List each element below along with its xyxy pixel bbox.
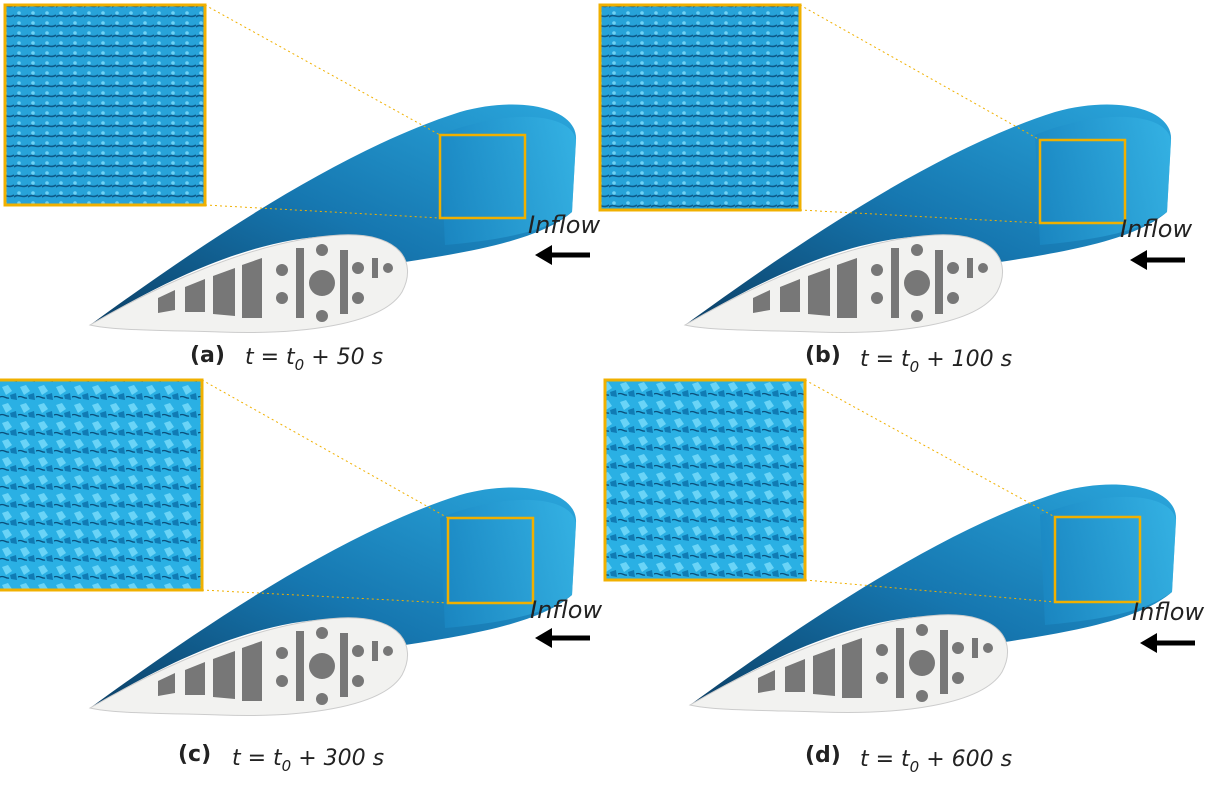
caption-sub: 0 <box>910 758 920 776</box>
panel-c: Inflow (c) t = t0 + 300 s <box>0 380 602 775</box>
caption-text: + 600 s <box>919 747 1012 772</box>
caption: t = t0 + 50 s <box>245 345 383 374</box>
caption-sub: 0 <box>295 356 305 374</box>
caption-sub: 0 <box>282 757 292 775</box>
caption-sub: 0 <box>910 358 920 376</box>
inset <box>600 5 800 210</box>
inflow-arrow <box>535 245 590 265</box>
page: Inflow (a) t = t0 + 50 s Inflow (b) t = … <box>0 0 1215 789</box>
caption-text: t = t <box>232 746 283 771</box>
caption-text: t = t <box>245 345 296 370</box>
caption-text: t = t <box>860 747 911 772</box>
caption-text: + 50 s <box>304 345 383 370</box>
caption: t = t0 + 600 s <box>860 747 1012 776</box>
caption: t = t0 + 300 s <box>232 746 384 775</box>
caption: t = t0 + 100 s <box>860 347 1012 376</box>
inset <box>5 5 205 205</box>
panel-b: Inflow (b) t = t0 + 100 s <box>600 5 1192 376</box>
inflow-label: Inflow <box>1132 598 1204 626</box>
panel-label: (a) <box>190 343 225 368</box>
inflow-arrow <box>535 628 590 648</box>
panel-label: (c) <box>178 742 211 767</box>
inflow-arrow <box>1140 633 1195 653</box>
panel-d: Inflow (d) t = t0 + 600 s <box>605 380 1204 776</box>
figure: Inflow (a) t = t0 + 50 s Inflow (b) t = … <box>0 0 1215 789</box>
inflow-label: Inflow <box>530 596 602 624</box>
panel-a: Inflow (a) t = t0 + 50 s <box>5 5 600 374</box>
inflow-arrow <box>1130 250 1185 270</box>
caption-text: t = t <box>860 347 911 372</box>
caption-text: + 300 s <box>291 746 384 771</box>
inflow-label: Inflow <box>1120 215 1192 243</box>
caption-text: + 100 s <box>919 347 1012 372</box>
panel-label: (b) <box>805 343 841 368</box>
inset <box>0 380 202 590</box>
inflow-label: Inflow <box>528 211 600 239</box>
inset <box>605 380 805 580</box>
panel-label: (d) <box>805 743 841 768</box>
